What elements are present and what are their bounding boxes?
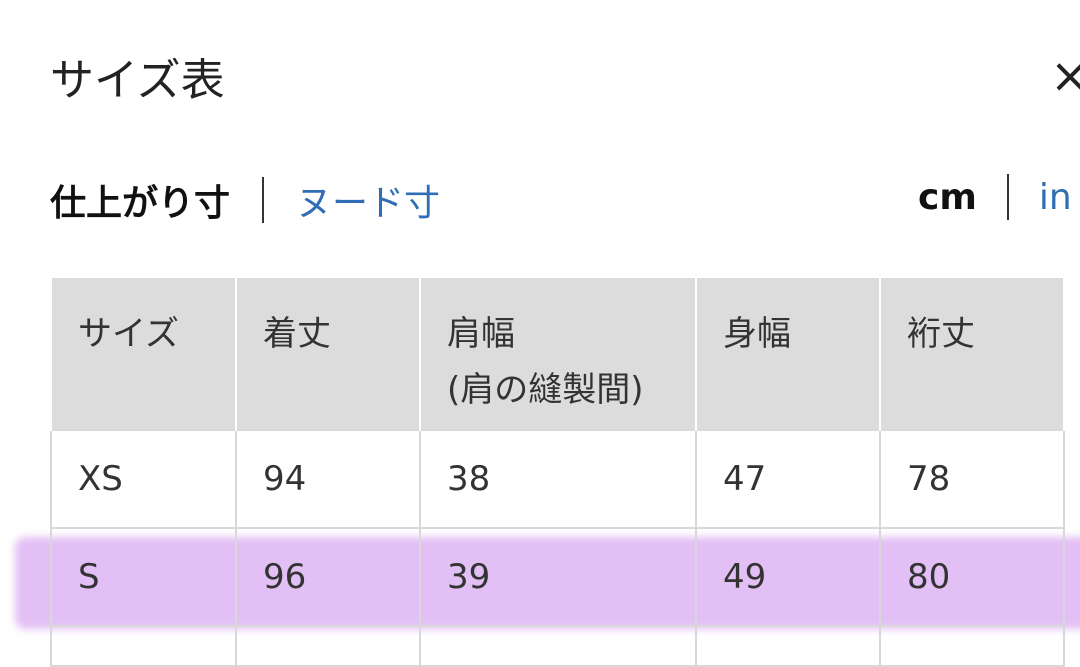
header-size: サイズ [50, 278, 237, 430]
table-row: XS 94 38 47 78 [50, 429, 1065, 529]
header-length: 着丈 [235, 278, 421, 430]
tab-finished-size[interactable]: 仕上がり寸 [50, 183, 231, 224]
header-shoulder-sub: (肩の縫製間) [447, 370, 644, 410]
cell-chest: 49 [695, 527, 881, 627]
unit-cm[interactable]: cm [918, 176, 977, 218]
cell-shoulder: 39 [419, 527, 697, 627]
header-sleeve: 裄丈 [879, 278, 1065, 430]
divider [1006, 174, 1009, 220]
table-header-row: サイズ 着丈 肩幅 (肩の縫製間) 身幅 裄丈 [50, 278, 1065, 430]
header-chest: 身幅 [695, 278, 881, 430]
header-shoulder: 肩幅 (肩の縫製間) [419, 278, 697, 430]
size-table: サイズ 着丈 肩幅 (肩の縫製間) 身幅 裄丈 XS 94 38 47 78 S … [50, 278, 1065, 667]
divider [262, 177, 265, 223]
tab-body-size[interactable]: ヌード寸 [296, 183, 441, 224]
cell-size: XS [50, 429, 237, 529]
table-row: S 96 39 49 80 [50, 527, 1065, 627]
unit-in[interactable]: in [1038, 176, 1072, 218]
table-row-partial [50, 625, 1065, 667]
cell-chest: 47 [695, 429, 881, 529]
header-shoulder-label: 肩幅 [447, 314, 515, 354]
unit-toggle: cm in [918, 174, 1072, 220]
cell-size: S [50, 527, 237, 627]
close-icon[interactable]: × [1050, 48, 1080, 104]
cell-shoulder: 38 [419, 429, 697, 529]
cell-length: 94 [235, 429, 421, 529]
measurement-tabs: 仕上がり寸 ヌード寸 [50, 174, 440, 226]
cell-sleeve: 78 [879, 429, 1065, 529]
modal-title: サイズ表 [50, 55, 225, 106]
cell-sleeve: 80 [879, 527, 1065, 627]
cell-length: 96 [235, 527, 421, 627]
